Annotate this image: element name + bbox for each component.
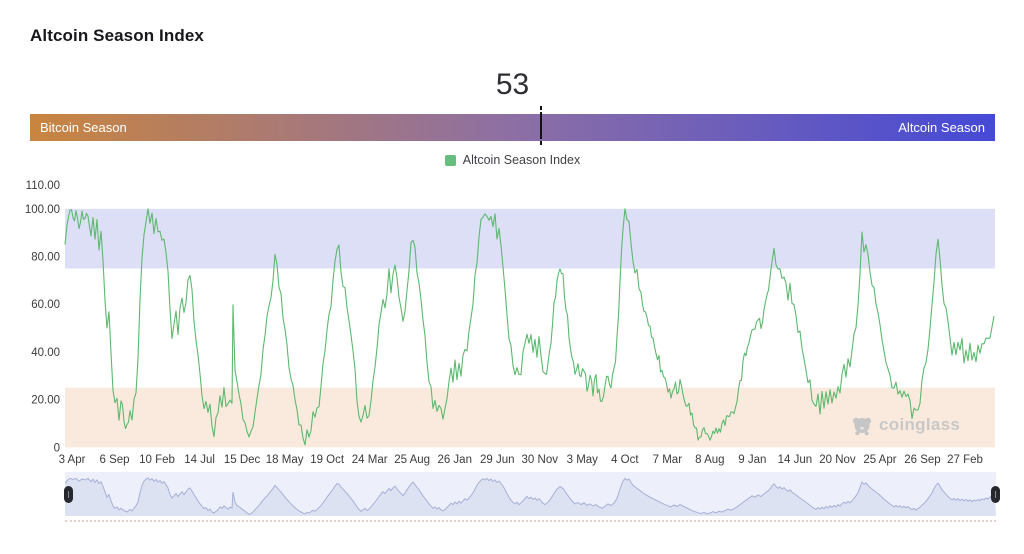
- navigator-mini-chart: [65, 472, 996, 516]
- y-axis-tick-label: 40.00: [31, 347, 60, 359]
- navigator-left-handle[interactable]: [64, 486, 73, 503]
- x-axis-tick-label: 9 Jan: [738, 454, 766, 466]
- y-axis-tick-label: 100.00: [25, 204, 60, 216]
- y-axis-tick-label: 110.00: [26, 180, 60, 192]
- x-axis-tick-label: 14 Jul: [184, 454, 215, 466]
- marker-line: [540, 112, 543, 139]
- season-gauge-bar: Bitcoin Season Altcoin Season: [30, 106, 995, 145]
- x-axis-tick-label: 30 Nov: [522, 454, 559, 466]
- navigator-area: [65, 478, 996, 516]
- watermark-text: coinglass: [879, 415, 961, 434]
- x-axis-tick-label: 29 Jun: [480, 454, 515, 466]
- x-axis-tick-label: 20 Nov: [819, 454, 856, 466]
- gauge-current-value: 53: [495, 68, 530, 101]
- page-title: Altcoin Season Index: [30, 26, 204, 45]
- x-axis-tick-label: 4 Oct: [611, 454, 639, 466]
- range-navigator[interactable]: [65, 472, 996, 516]
- navigator-right-handle[interactable]: [991, 486, 1000, 503]
- altcoin-index-line: [64, 208, 995, 446]
- marker-dash-top: [540, 106, 543, 110]
- x-axis-tick-label: 18 May: [266, 454, 304, 466]
- legend-label: Altcoin Season Index: [462, 153, 581, 167]
- x-axis-tick-label: 7 Mar: [653, 454, 683, 466]
- x-axis-tick-label: 3 Apr: [59, 454, 86, 466]
- y-axis-tick-label: 80.00: [31, 252, 60, 264]
- coinglass-bear-icon: [852, 417, 872, 436]
- x-axis-tick-label: 3 May: [567, 454, 599, 466]
- x-axis-tick-label: 15 Dec: [224, 454, 261, 466]
- plot-band: [65, 208, 995, 269]
- coinglass-watermark: coinglass: [851, 414, 960, 436]
- legend-swatch-icon: [444, 154, 456, 166]
- navigator-axis-line: [65, 520, 996, 522]
- x-axis-tick-label: 8 Aug: [695, 454, 724, 466]
- x-axis-tick-label: 19 Oct: [310, 454, 345, 466]
- x-axis-tick-label: 26 Jan: [437, 454, 472, 466]
- y-axis-tick-label: 60.00: [31, 299, 60, 311]
- x-axis-tick-label: 27 Feb: [947, 454, 983, 466]
- y-axis-tick-label: 20.00: [31, 395, 60, 407]
- x-axis-tick-label: 14 Jun: [778, 454, 813, 466]
- y-axis-tick-label: 0: [54, 442, 60, 454]
- chart-legend[interactable]: Altcoin Season Index: [30, 152, 995, 168]
- marker-dash-bottom: [540, 141, 543, 145]
- x-axis-tick-label: 25 Apr: [863, 454, 896, 466]
- altcoin-season-label: Altcoin Season: [898, 120, 985, 135]
- x-axis-tick-label: 6 Sep: [99, 454, 129, 466]
- x-axis-tick-label: 25 Aug: [394, 454, 430, 466]
- x-axis-tick-label: 24 Mar: [352, 454, 388, 466]
- gauge-marker-line: [540, 106, 543, 149]
- navigator-line: [65, 477, 995, 515]
- bitcoin-season-label: Bitcoin Season: [40, 120, 127, 135]
- x-axis-tick-label: 26 Sep: [904, 454, 940, 466]
- x-axis-tick-label: 10 Feb: [139, 454, 175, 466]
